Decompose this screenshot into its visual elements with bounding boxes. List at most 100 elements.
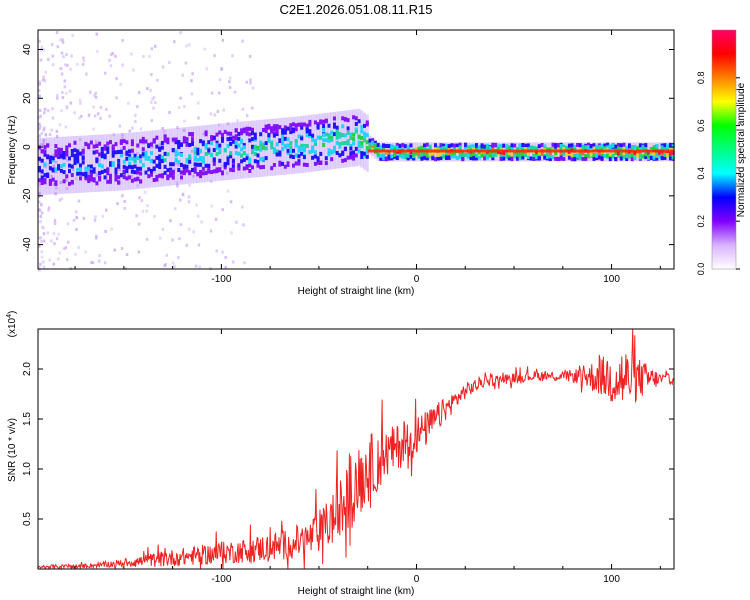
spectrogram-cell [234,144,238,149]
spectrogram-cell [122,159,126,164]
spectrogram-cell [275,129,279,134]
spectrogram-noise-cell [174,207,177,211]
spectrogram-cell [488,153,492,158]
spectrogram-halo-cell [245,121,249,179]
spectrogram-cell [469,152,473,157]
spectrogram-cell [587,145,590,150]
spectrogram-cell [638,153,642,158]
spectrogram-halo-cell [150,130,153,188]
spectrogram-cell [587,142,590,147]
spectrogram-noise-cell [251,106,254,110]
spectrogram-noise-cell [221,38,225,42]
spectrogram-cell [253,144,257,149]
spectrogram-cell [330,150,334,155]
spectrogram-cell [434,157,437,162]
spectrogram-noise-cell [218,78,222,82]
spectrogram-cell [390,154,394,159]
spectrogram-cell [193,166,197,171]
spectrogram-cell [191,142,194,146]
spectrogram-cell [40,169,44,174]
spectrogram-halo-cell [335,111,339,169]
spectrogram-halo-cell [103,134,107,192]
spectrogram-cell [171,162,175,167]
spectrogram-halo-cell [38,138,41,196]
spectrogram-cell [122,164,126,169]
spectrogram-cell [313,141,317,146]
colorbar-tick-label: 0.8 [696,72,706,85]
spectrogram-cell [264,125,268,130]
spectrogram-cell [89,172,93,177]
spectrogram-cell [461,154,465,159]
spectrogram-cell [455,155,459,160]
spectrogram-noise-cell [60,67,63,71]
spectrogram-cell [395,143,399,147]
spectrogram-halo-cell [322,113,326,171]
spectrogram-cell [234,141,238,146]
spectrogram-halo-cell [278,118,282,176]
spectrogram-noise-cell [59,38,62,42]
spectrogram-cell [215,146,219,151]
spectrogram-cell [600,147,604,152]
spectrogram-cell [439,143,443,148]
spectrogram-cell [158,173,162,178]
snr-xlabel: Height of straight line (km) [298,586,415,597]
spectrogram-cell [417,146,421,151]
spectrogram-cell [100,164,104,169]
spectrogram-noise-cell [153,169,156,173]
spectrogram-noise-cell [38,159,42,163]
spectrogram-noise-cell [82,56,85,60]
spectrogram-noise-cell [57,232,60,236]
spectrogram-cell [207,148,211,153]
spectrogram-halo-cell [89,135,93,193]
spectrogram-cell [286,126,290,131]
spectrogram-noise-cell [213,113,216,117]
spectrogram-cell [212,161,216,166]
spectrogram-cell [79,163,82,168]
spectrogram-noise-cell [38,268,41,272]
spectrogram-noise-cell [213,54,216,58]
spectrogram-halo-cell [201,125,205,183]
spectrogram-cell [248,132,252,137]
spectrogram-cell [414,151,418,156]
spectrogram-cell [335,125,339,130]
spectrogram-noise-cell [114,54,117,58]
spectrogram-halo-cell [352,109,356,167]
spectrogram-noise-cell [226,189,230,193]
spectrogram-halo-cell [117,133,121,191]
spectrogram-halo-cell [196,125,200,183]
spectrogram-noise-cell [77,199,81,203]
spectrogram-cell [160,155,164,160]
spectrogram-cell [660,145,664,150]
spectrogram-noise-cell [75,228,78,231]
spectrogram-cell [281,134,285,139]
spectrogram-cell [365,149,369,154]
spectrogram-noise-cell [141,209,145,213]
spectrogram-cell [100,149,104,154]
spectrogram-cell [513,151,517,156]
spectrogram-noise-cell [251,86,255,90]
spectrogram-cell [360,129,364,134]
spectrogram-cell [606,142,610,147]
spectrogram-cell [363,131,366,136]
spectrogram-cell [455,147,459,151]
spectrogram-cell [199,174,203,179]
spectrogram-cell [660,156,664,161]
spectrogram-cell [259,157,263,161]
spectrogram-noise-cell [92,127,95,131]
snr-ytick-label: 2.0 [22,362,33,376]
spectrogram-cell [322,124,326,128]
spectrogram-cell [308,150,312,154]
spectrogram-cell [622,151,626,156]
spectrogram-cell [363,123,366,128]
spectrogram-cell [554,151,558,155]
spectrogram-noise-cell [187,200,191,204]
spectrogram-cell [68,143,71,148]
spectrogram-cell [589,144,593,148]
spectrogram-cell [442,143,446,148]
spectrogram-cell [114,167,118,172]
spectrogram-noise-cell [61,40,65,44]
spectrogram-noise-cell [188,227,191,231]
spectrogram-cell [98,171,102,175]
spectrogram-cell [567,155,571,160]
spectrogram-cell [278,152,282,157]
